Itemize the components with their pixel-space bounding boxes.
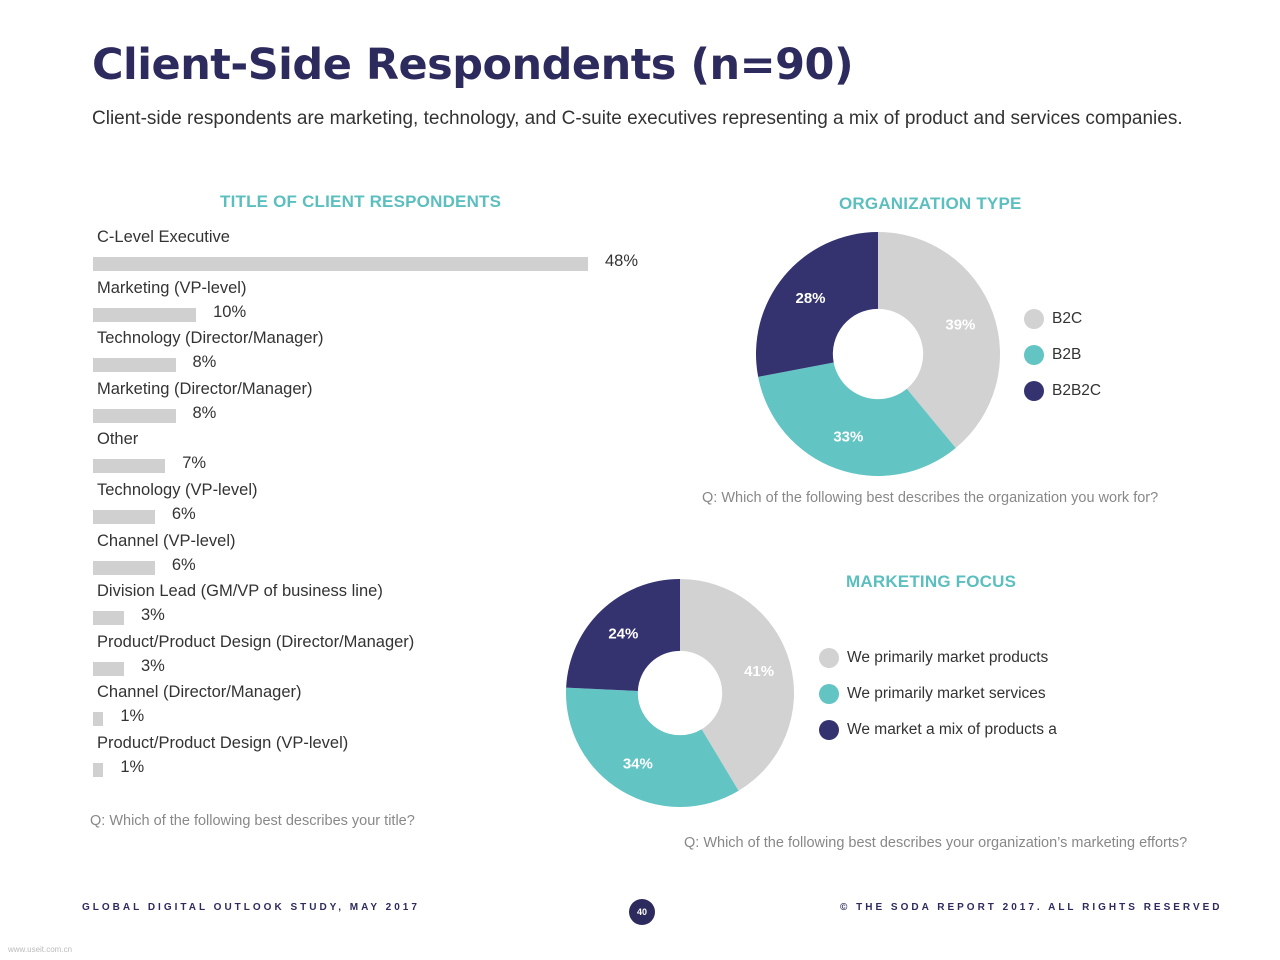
bar-value-label: 8%	[192, 353, 217, 372]
footer-study-name: GLOBAL DIGITAL OUTLOOK STUDY, MAY 2017	[82, 902, 420, 913]
legend-label: B2B	[1052, 346, 1082, 363]
legend-label: B2C	[1052, 310, 1083, 327]
bar-category-label: Channel (Director/Manager)	[97, 683, 302, 702]
bar	[93, 712, 104, 727]
page-subtitle: Client-side respondents are marketing, t…	[92, 108, 1183, 129]
page-title: Client-Side Respondents (n=90)	[92, 40, 854, 90]
bar-category-label: Marketing (Director/Manager)	[97, 379, 313, 398]
legend-label: We primarily market products	[847, 649, 1049, 666]
marketing-focus-title: MARKETING FOCUS	[846, 572, 1017, 591]
donut-slice-label: 28%	[796, 290, 826, 307]
bar	[93, 257, 588, 271]
donut-slice-label: 41%	[744, 663, 774, 680]
bar-category-label: C-Level Executive	[97, 228, 230, 246]
bar-value-label: 1%	[120, 707, 145, 726]
legend-swatch	[819, 648, 839, 668]
legend-swatch	[1024, 345, 1044, 365]
legend-label: We market a mix of products a	[847, 721, 1057, 738]
bar-value-label: 3%	[140, 656, 165, 675]
bar-row: C-Level Executive 48%	[92, 228, 692, 278]
legend-swatch	[819, 684, 839, 704]
legend-swatch	[1024, 381, 1044, 401]
bar-value-label: 7%	[182, 454, 207, 473]
bar-row: Technology (VP-level) 6%	[92, 481, 692, 531]
legend-label: We primarily market services	[847, 685, 1046, 702]
bar-row: Channel (Director/Manager) 1%	[92, 683, 692, 733]
bar-chart-question: Q: Which of the following best describes…	[90, 813, 415, 829]
bar	[93, 459, 166, 474]
bar-value-label: 3%	[140, 606, 165, 625]
bar-value-label: 8%	[192, 403, 217, 422]
marketing-focus-question: Q: Which of the following best describes…	[684, 835, 1188, 851]
bar	[93, 661, 124, 676]
legend-swatch	[819, 720, 839, 740]
page-number: 40	[629, 899, 655, 925]
bar-value-label: 6%	[171, 555, 196, 574]
donut-slice	[680, 579, 794, 791]
watermark: www.useit.com.cn	[8, 945, 73, 954]
bar-category-label: Product/Product Design (VP-level)	[97, 734, 349, 752]
bar-category-label: Marketing (VP-level)	[97, 278, 247, 297]
bar	[93, 307, 197, 322]
bar-category-label: Other	[97, 430, 139, 449]
donut-slice-label: 39%	[945, 316, 975, 333]
donut-slice-label: 33%	[833, 428, 863, 445]
bar-category-label: Technology (Director/Manager)	[97, 329, 324, 348]
bar	[93, 611, 124, 626]
bar-chart-title: TITLE OF CLIENT RESPONDENTS	[220, 192, 502, 211]
bar-row: Division Lead (GM/VP of business line) 3%	[92, 582, 692, 632]
bar-row: Product/Product Design (Director/Manager…	[92, 633, 692, 683]
bar	[93, 560, 155, 575]
marketing-focus-donut-chart: 41% 34% 24%	[566, 579, 794, 807]
bar-value-label: 1%	[120, 758, 145, 776]
donut-slice	[756, 232, 878, 377]
bar-value-label: 6%	[171, 505, 196, 523]
title-bar-chart: C-Level Executive 48% Marketing (VP-level)…	[92, 228, 692, 788]
bar-value-label: 10%	[213, 302, 247, 321]
bar-category-label: Division Lead (GM/VP of business line)	[97, 582, 383, 601]
bar	[93, 763, 104, 777]
org-type-question: Q: Which of the following best describes…	[702, 490, 1159, 506]
bar-category-label: Product/Product Design (Director/Manager…	[97, 632, 415, 651]
legend-swatch	[1024, 309, 1044, 329]
donut-slice	[566, 687, 739, 807]
donut-slice-label: 34%	[623, 755, 653, 772]
footer-copyright: © THE SODA REPORT 2017. ALL RIGHTS RESER…	[840, 902, 1223, 913]
bar-row: Channel (VP-level) 6%	[92, 532, 692, 582]
org-type-donut-chart: 39% 33% 28%	[756, 232, 1000, 476]
bar	[93, 510, 155, 524]
bar	[93, 408, 176, 423]
bar-row: Other 7%	[92, 430, 692, 480]
bar-category-label: Technology (VP-level)	[97, 481, 258, 499]
legend-label: B2B2C	[1052, 382, 1102, 399]
bar	[93, 358, 176, 373]
bar-row: Marketing (VP-level) 10%	[92, 279, 692, 329]
bar-row: Technology (Director/Manager) 8%	[92, 329, 692, 379]
donut-slice	[566, 579, 680, 691]
donut-slice-label: 24%	[608, 626, 638, 643]
org-type-title: ORGANIZATION TYPE	[839, 194, 1022, 213]
bar-value-label: 48%	[605, 252, 639, 270]
bar-category-label: Channel (VP-level)	[97, 531, 236, 550]
donut-slice	[878, 232, 1000, 449]
bar-row: Marketing (Director/Manager) 8%	[92, 380, 692, 430]
donut-slice	[758, 362, 956, 476]
bar-row: Product/Product Design (VP-level) 1%	[92, 734, 692, 784]
